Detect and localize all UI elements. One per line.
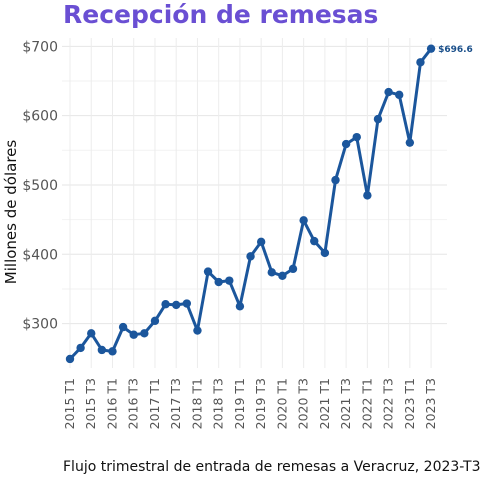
x-tick-label: 2021 T1 [317,378,332,429]
x-tick-label: 2015 T1 [62,378,77,429]
grid-lines [62,38,447,368]
chart-caption: Flujo trimestral de entrada de remesas a… [63,459,481,475]
data-point [395,90,404,100]
data-point [172,300,181,310]
data-point [235,302,245,311]
y-tick-label: $600 [22,109,58,125]
data-point [203,267,213,276]
last-value-label: $696.6 [438,45,473,55]
y-tick-label: $700 [22,39,58,55]
x-tick-label: 2018 T3 [211,378,226,429]
data-point [97,345,107,355]
data-point [246,252,255,261]
data-point [288,264,298,274]
y-tick-label: $300 [22,317,58,333]
y-tick-label: $500 [22,178,58,194]
data-point [161,300,170,309]
x-tick-label: 2023 T1 [402,378,417,429]
x-tick-label: 2022 T3 [381,378,396,429]
x-tick-label: 2018 T1 [189,378,204,429]
data-point [416,58,425,67]
data-point [331,175,340,185]
data-point [129,330,138,339]
x-tick-label: 2023 T3 [423,378,438,429]
x-tick-label: 2021 T3 [338,378,353,429]
x-tick-label: 2016 T3 [126,378,141,429]
data-point [108,347,117,356]
data-point [373,114,383,124]
data-point [405,138,415,147]
data-point [310,236,319,246]
data-point [225,276,234,285]
series-line [68,47,433,361]
data-point [299,216,308,225]
data-point [341,139,351,149]
data-point [193,326,202,335]
x-tick-label: 2020 T3 [296,378,311,429]
x-tick-label: 2015 T3 [83,378,98,429]
y-axis-title: Millones de dólares [2,140,20,285]
x-tick-label: 2022 T1 [359,378,374,429]
data-point [426,44,436,53]
y-tick-label: $400 [22,247,58,263]
chart-title: Recepción de remesas [63,0,379,29]
data-point [363,191,372,200]
data-point [76,343,85,353]
series-group: $696.6 [65,44,473,364]
data-point [182,299,192,308]
data-point [267,268,276,277]
data-point [65,354,75,364]
x-tick-label: 2017 T1 [147,378,162,429]
data-point [320,248,330,258]
x-tick-label: 2019 T3 [253,378,268,429]
y-axis-ticks: $300 $400 $500 $600 $700 [22,39,58,332]
data-point [214,277,223,287]
data-point [87,329,96,338]
data-point [150,316,160,326]
x-tick-label: 2017 T3 [168,378,183,429]
data-point [352,132,361,142]
x-tick-label: 2016 T1 [104,378,119,429]
x-axis-ticks: 2015 T1 2015 T3 2016 T1 2016 T3 2017 T1 2017 … [62,378,438,429]
data-point [118,322,128,332]
x-tick-label: 2019 T1 [232,378,247,429]
x-tick-label: 2020 T1 [274,378,289,429]
data-point [278,271,287,280]
data-point [256,237,266,247]
data-point [384,87,393,97]
data-point [140,329,149,338]
